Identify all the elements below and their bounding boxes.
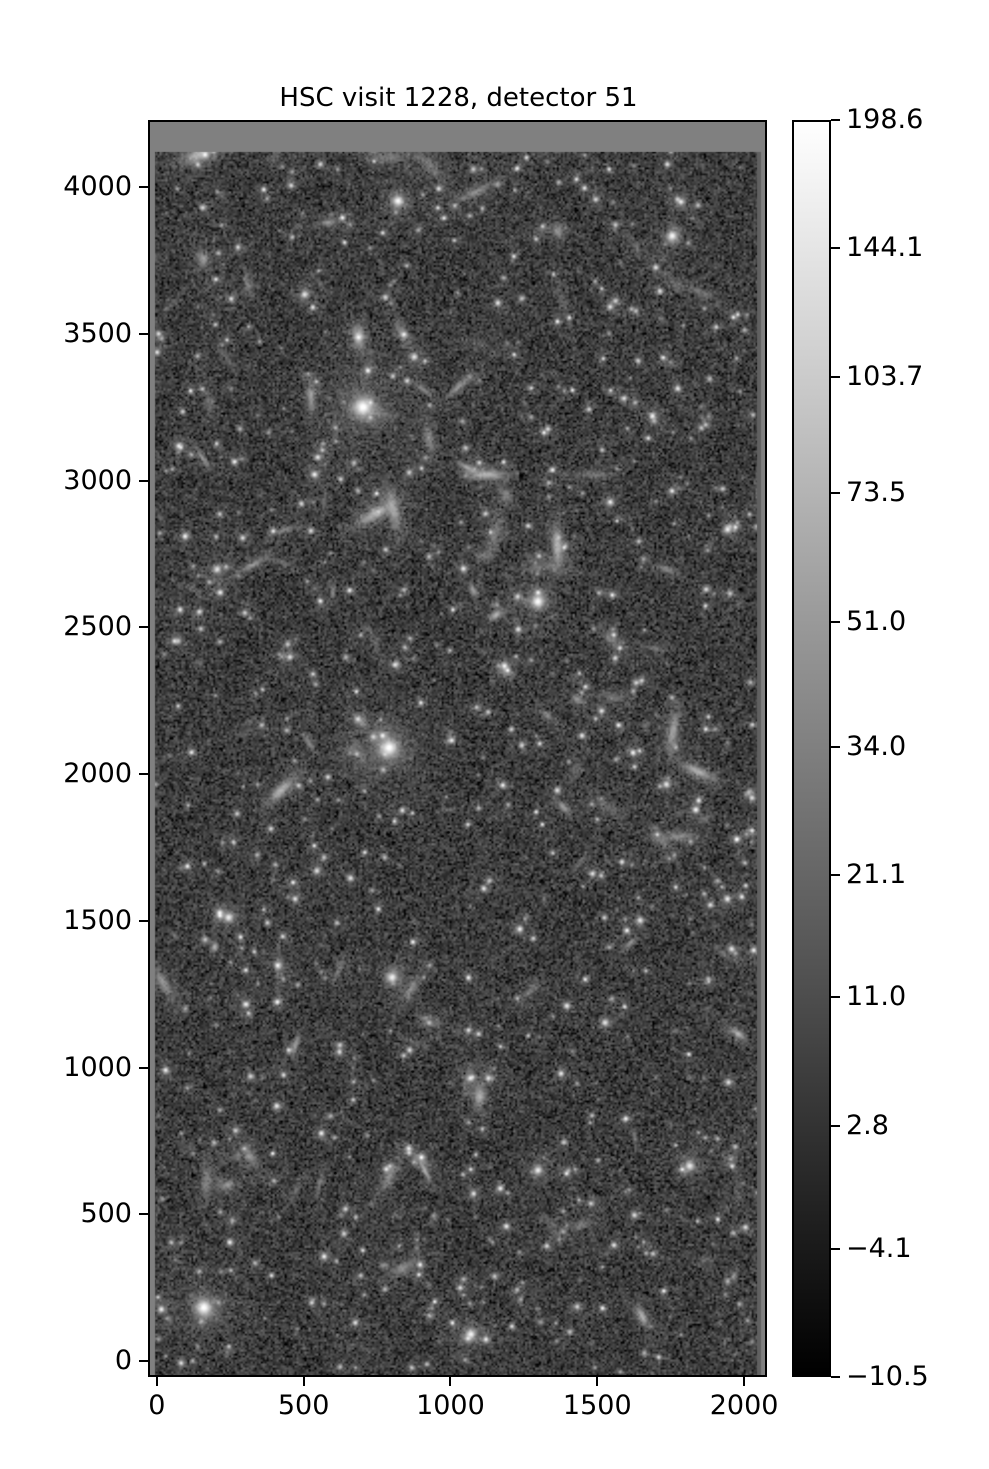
plot-title-line-1: HSC visit 1228, detector 51 [279, 83, 638, 114]
y-tick-label: 4000 [63, 171, 132, 203]
colorbar-tick-label: 51.0 [846, 605, 907, 637]
y-tick-mark [139, 1359, 148, 1362]
colorbar-tick-mark [831, 1376, 840, 1378]
colorbar-tick-label: 21.1 [846, 858, 907, 890]
colorbar-tick-mark [831, 119, 840, 121]
y-tick-label: 2000 [63, 758, 132, 790]
colorbar-tick-label: 144.1 [846, 232, 924, 264]
x-tick-label: 1000 [416, 1390, 485, 1421]
y-tick-mark [139, 333, 148, 336]
colorbar-tick-label: 103.7 [846, 361, 924, 393]
colorbar-tick-mark [831, 873, 840, 876]
x-tick-label: 2000 [709, 1390, 779, 1421]
x-tick-label: 500 [277, 1390, 330, 1421]
x-tick-mark [743, 1377, 746, 1386]
colorbar-tick-label: 11.0 [846, 981, 907, 1013]
y-tick-label: 1500 [63, 904, 132, 936]
colorbar-tick-label: 198.6 [846, 104, 924, 135]
colorbar-tick-label: 2.8 [846, 1109, 889, 1141]
y-tick-label: 0 [114, 1344, 132, 1376]
y-tick-label: 3000 [63, 464, 132, 496]
colorbar-tick-mark [831, 996, 840, 999]
colorbar-tick-mark [831, 620, 840, 623]
x-tick-mark [449, 1377, 452, 1386]
y-tick-mark [139, 1213, 148, 1216]
colorbar-tick-label: −4.1 [846, 1233, 912, 1265]
x-tick-mark [302, 1377, 305, 1386]
y-tick-mark [139, 626, 148, 629]
x-tick-mark [155, 1377, 158, 1386]
image-axes[interactable] [148, 120, 767, 1377]
y-tick-label: 3500 [63, 318, 132, 350]
y-tick-label: 2500 [63, 611, 132, 643]
y-tick-label: 500 [80, 1198, 132, 1230]
colorbar-axes[interactable] [792, 120, 831, 1377]
x-tick-mark [596, 1377, 599, 1386]
y-tick-mark [139, 1066, 148, 1069]
x-tick-label: 0 [148, 1390, 166, 1421]
colorbar-tick-label: 34.0 [846, 730, 907, 762]
colorbar-gradient [794, 122, 829, 1375]
colorbar-tick-mark [831, 491, 840, 494]
colorbar-tick-mark [831, 1248, 840, 1251]
y-tick-mark [139, 919, 148, 922]
y-tick-mark [139, 186, 148, 189]
x-tick-label: 1500 [562, 1390, 632, 1421]
y-tick-mark [139, 479, 148, 482]
colorbar-tick-mark [831, 376, 840, 379]
colorbar-tick-label: −10.5 [846, 1361, 929, 1392]
colorbar-tick-mark [831, 745, 840, 748]
y-tick-label: 1000 [63, 1051, 132, 1083]
sky-image [150, 122, 765, 1375]
y-tick-mark [139, 773, 148, 776]
colorbar-tick-mark [831, 247, 840, 250]
colorbar-tick-label: 73.5 [846, 476, 907, 508]
colorbar-tick-mark [831, 1124, 840, 1127]
